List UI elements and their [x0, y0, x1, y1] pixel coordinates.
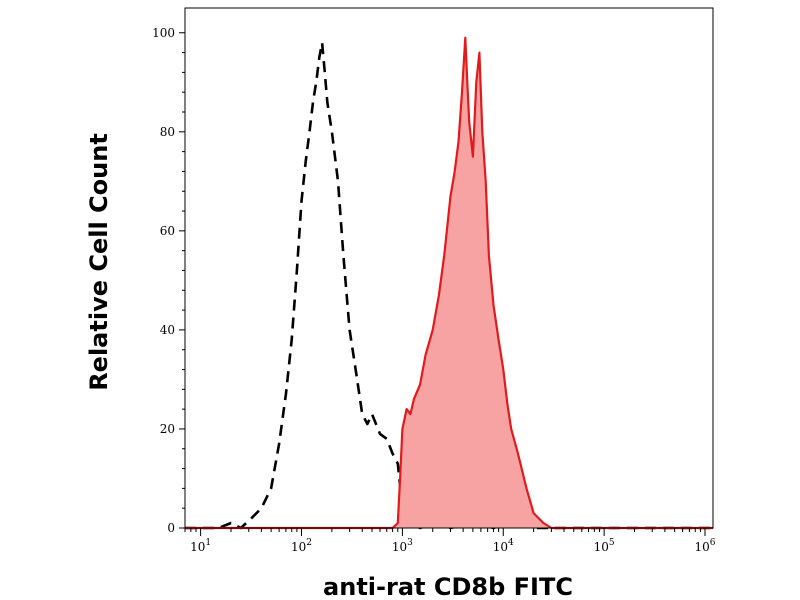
x-tick-label: 101 [190, 538, 211, 554]
y-tick-label: 0 [167, 521, 175, 535]
tick-labels: 101 102 103 104 105 106 0 20 40 60 80 100 [152, 26, 716, 554]
plot-area [185, 36, 713, 530]
y-axis-title: Relative Cell Count [85, 133, 113, 391]
y-tick-label: 20 [160, 422, 175, 436]
series-1-line [185, 36, 713, 530]
x-axis-title: anti-rat CD8b FITC [323, 573, 573, 600]
series-0-line [185, 41, 713, 530]
x-tick-label: 106 [695, 538, 716, 554]
x-tick-label: 104 [493, 538, 514, 554]
x-tick-label: 105 [594, 538, 615, 554]
x-tick-label: 102 [291, 538, 312, 554]
plot-frame [184, 7, 714, 529]
y-tick-label: 100 [152, 26, 175, 40]
axes [179, 7, 714, 536]
series-1-area [185, 37, 713, 528]
y-tick-label: 80 [160, 125, 175, 139]
y-tick-label: 60 [160, 224, 175, 238]
y-tick-label: 40 [160, 323, 175, 337]
x-tick-label: 103 [392, 538, 413, 554]
